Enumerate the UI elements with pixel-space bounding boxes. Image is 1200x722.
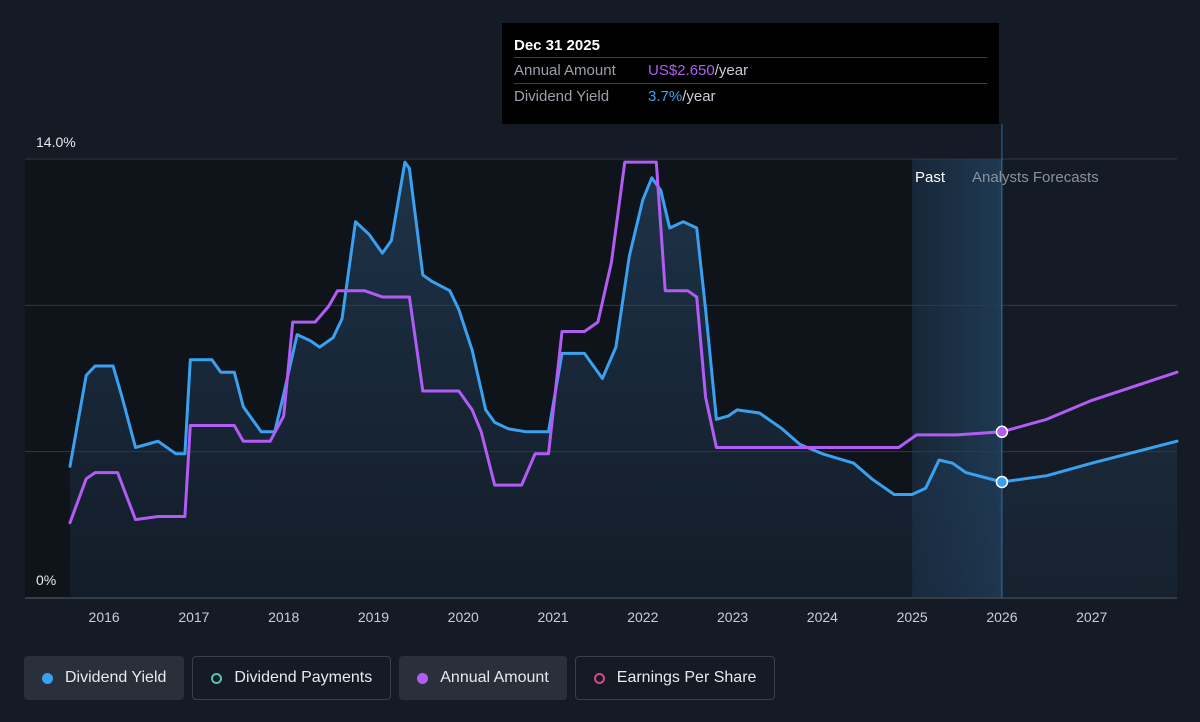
legend-dot-icon	[211, 672, 223, 684]
x-tick-label: 2020	[448, 609, 479, 625]
tooltip-value: 3.7%	[648, 88, 683, 105]
x-tick-label: 2026	[986, 609, 1017, 625]
x-tick-label: 2022	[627, 609, 658, 625]
legend-dot-icon	[593, 672, 605, 684]
forecast-label: Analysts Forecasts	[972, 169, 1099, 186]
x-tick-label: 2019	[358, 609, 389, 625]
annual-amount-line	[68, 160, 1179, 525]
annual-amount-marker[interactable]	[995, 425, 1009, 439]
legend-earnings-per-share[interactable]: Earnings Per Share	[574, 656, 776, 700]
legend-dot-icon	[42, 672, 53, 684]
legend-label: Dividend Payments	[234, 669, 373, 686]
tooltip-unit: /year	[682, 88, 716, 105]
x-tick-label: 2024	[807, 609, 838, 625]
tooltip: Dec 31 2025 Annual Amount US$2.650 /year…	[502, 23, 999, 124]
tooltip-key: Annual Amount	[514, 62, 616, 79]
tooltip-date: Dec 31 2025	[514, 37, 600, 54]
x-tick-label: 2021	[537, 609, 568, 625]
x-tick-label: 2027	[1076, 609, 1107, 625]
x-tick-label: 2025	[897, 609, 928, 625]
x-tick-label: 2016	[89, 609, 120, 625]
x-tick-label: 2018	[268, 609, 299, 625]
x-tick-label: 2017	[178, 609, 209, 625]
legend-annual-amount[interactable]: Annual Amount	[399, 656, 567, 700]
y-tick-bottom: 0%	[36, 572, 56, 588]
past-label: Past	[915, 169, 946, 186]
legend-dot-icon	[417, 672, 429, 684]
legend-label: Annual Amount	[440, 669, 549, 686]
legend-label: Dividend Yield	[65, 669, 167, 686]
tooltip-row-annual-amount: Annual Amount US$2.650 /year	[514, 57, 987, 83]
dividend-yield-area	[70, 162, 1177, 598]
x-tick-label: 2023	[717, 609, 748, 625]
y-tick-top: 14.0%	[36, 134, 76, 150]
legend-dividend-yield[interactable]: Dividend Yield	[24, 656, 185, 700]
tooltip-unit: /year	[714, 62, 749, 79]
legend: Dividend Yield Dividend Payments Annual …	[24, 656, 776, 700]
legend-dividend-payments[interactable]: Dividend Payments	[192, 656, 392, 700]
x-axis: 2016 2017 2018 2019 2020 2021 2022 2023 2024 2025…	[89, 609, 1108, 625]
legend-label: Earnings Per Share	[616, 669, 757, 686]
tooltip-row-dividend-yield: Dividend Yield 3.7% /year	[514, 83, 987, 109]
dividend-yield-marker[interactable]	[995, 475, 1009, 489]
tooltip-value: US$2.650	[648, 62, 715, 79]
tooltip-key: Dividend Yield	[514, 88, 610, 105]
dividend-yield-line	[68, 160, 1179, 496]
